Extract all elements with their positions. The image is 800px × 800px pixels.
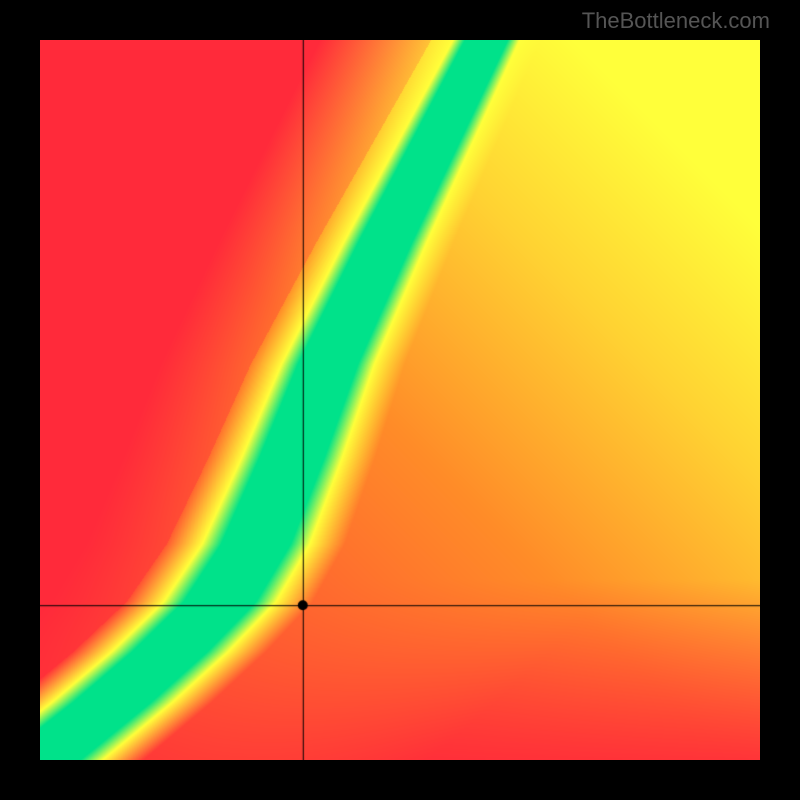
- watermark-text: TheBottleneck.com: [582, 8, 770, 34]
- heatmap-plot: [40, 40, 760, 760]
- heatmap-canvas: [40, 40, 760, 760]
